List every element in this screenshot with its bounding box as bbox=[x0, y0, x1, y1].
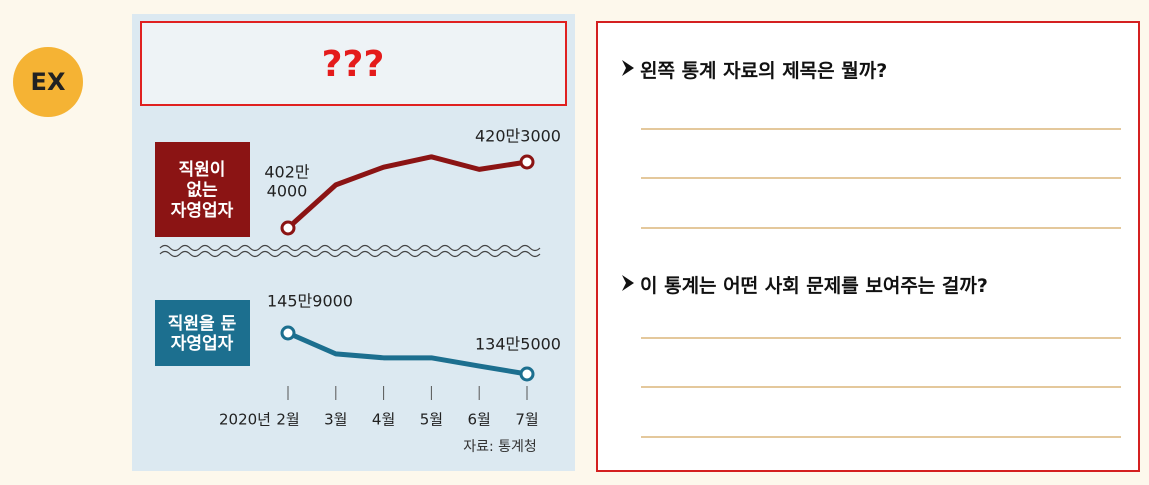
x-tick-label: 6월 bbox=[468, 411, 491, 429]
answer-lines bbox=[641, 128, 1121, 438]
point bbox=[519, 366, 535, 382]
series-label-box bbox=[155, 300, 250, 366]
year-label: 2020년 bbox=[219, 411, 271, 429]
point bbox=[280, 220, 296, 236]
badge-circle bbox=[13, 47, 83, 117]
value-label: 420만3000 bbox=[475, 127, 561, 146]
chart-title: ??? bbox=[322, 44, 385, 85]
series-line bbox=[286, 154, 528, 230]
badge-label: EX bbox=[31, 68, 66, 96]
x-tick-label: 3월 bbox=[324, 411, 347, 429]
value-label: 402만 4000 bbox=[264, 162, 310, 200]
x-tick-label: 7월 bbox=[515, 411, 538, 429]
source: 자료: 통계청 bbox=[463, 439, 537, 455]
question: 이 통계는 어떤 사회 문제를 보여주는 걸까? bbox=[640, 275, 988, 297]
point bbox=[519, 154, 535, 170]
x-tick-label: 5월 bbox=[420, 411, 443, 429]
axis-break bbox=[159, 244, 541, 252]
point bbox=[280, 325, 296, 341]
legend-label: 직원이 없는 자영업자 bbox=[171, 160, 234, 221]
bullet bbox=[622, 275, 634, 291]
value-label: 145만9000 bbox=[267, 292, 353, 311]
axis-break bbox=[159, 250, 541, 258]
value-label: 134만5000 bbox=[475, 335, 561, 354]
series-label-box bbox=[155, 142, 250, 237]
title-box bbox=[140, 21, 567, 106]
question: 왼쪽 통계 자료의 제목은 뭘까? bbox=[640, 60, 888, 82]
legend-label: 직원을 둔 자영업자 bbox=[168, 314, 237, 354]
answer-box bbox=[596, 21, 1140, 472]
x-tick-label: 4월 bbox=[372, 411, 395, 429]
x-tick-label: 2월 bbox=[276, 411, 299, 429]
series-line bbox=[287, 330, 528, 377]
bullet bbox=[622, 60, 634, 76]
